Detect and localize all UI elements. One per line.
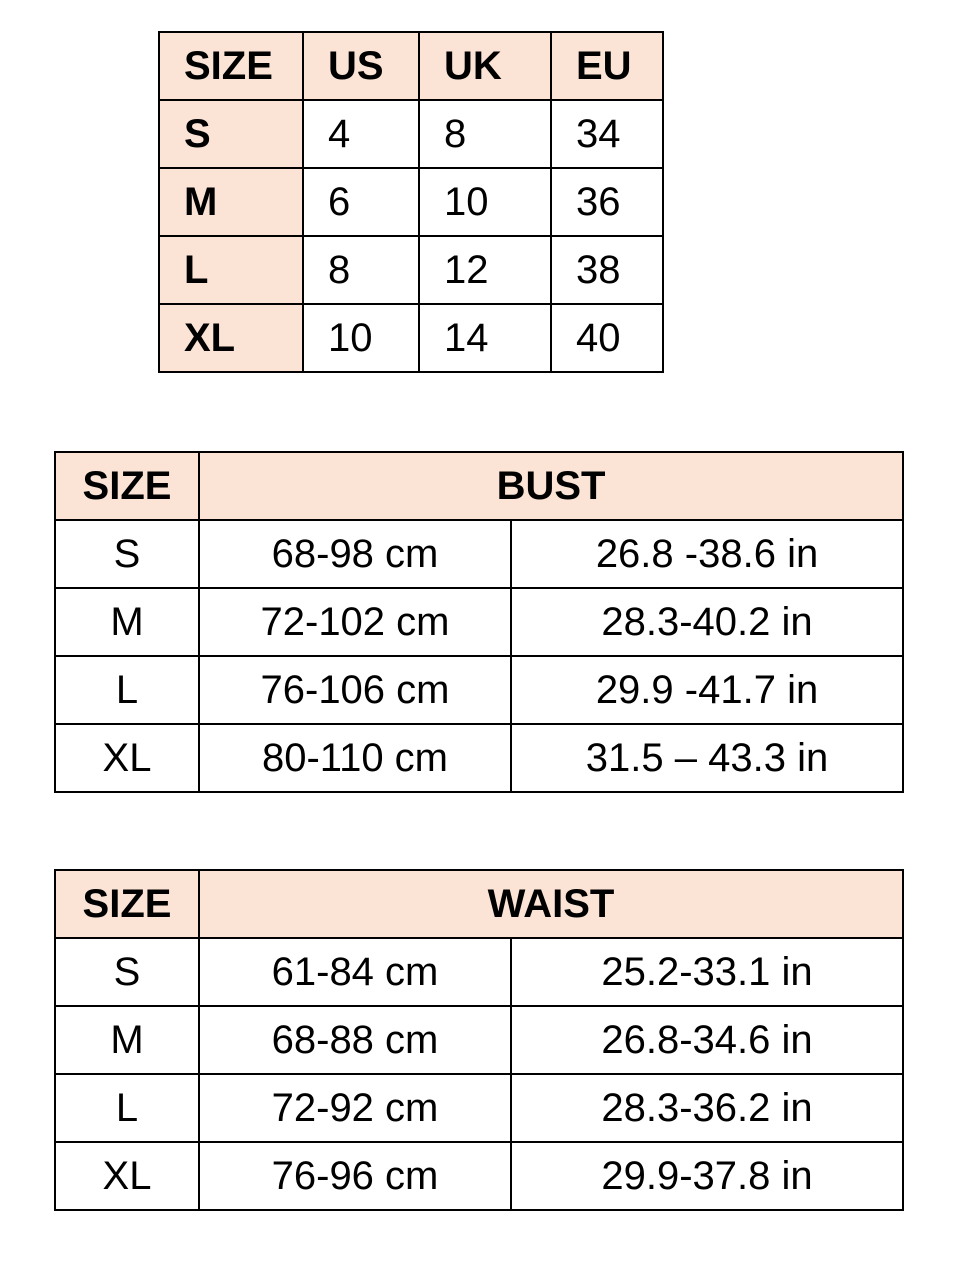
size-cell: L xyxy=(54,1073,200,1143)
table-row: M 68-88 cm 26.8-34.6 in xyxy=(54,1005,905,1075)
header-cell: SIZE xyxy=(54,869,200,939)
value-cell: 80-110 cm xyxy=(198,723,512,793)
table-row: XL 80-110 cm 31.5 – 43.3 in xyxy=(54,723,905,793)
value-cell: 72-102 cm xyxy=(198,587,512,657)
size-cell: S xyxy=(54,937,200,1007)
value-cell: 72-92 cm xyxy=(198,1073,512,1143)
header-cell: US xyxy=(302,31,420,101)
value-cell: 31.5 – 43.3 in xyxy=(509,723,905,793)
size-cell: XL xyxy=(54,723,200,793)
value-cell: 40 xyxy=(550,303,664,373)
value-cell: 6 xyxy=(302,167,420,237)
size-cell: XL xyxy=(54,1141,200,1211)
value-cell: 25.2-33.1 in xyxy=(509,937,905,1007)
size-cell: L xyxy=(158,235,304,305)
value-cell: 26.8 -38.6 in xyxy=(509,519,905,589)
bust-table: SIZE BUST S 68-98 cm 26.8 -38.6 in M 72-102 … xyxy=(54,451,905,793)
value-cell: 10 xyxy=(302,303,420,373)
table-row: L 8 12 38 xyxy=(158,235,664,305)
table-row: XL 10 14 40 xyxy=(158,303,664,373)
header-cell: EU xyxy=(550,31,664,101)
table-row: XL 76-96 cm 29.9-37.8 in xyxy=(54,1141,905,1211)
value-cell: 14 xyxy=(418,303,552,373)
value-cell: 8 xyxy=(302,235,420,305)
value-cell: 29.9 -41.7 in xyxy=(509,655,905,725)
table-row: S 68-98 cm 26.8 -38.6 in xyxy=(54,519,905,589)
size-cell: S xyxy=(158,99,304,169)
value-cell: 68-88 cm xyxy=(198,1005,512,1075)
table-row: M 6 10 36 xyxy=(158,167,664,237)
size-cell: M xyxy=(54,1005,200,1075)
table-row: S 4 8 34 xyxy=(158,99,664,169)
header-cell: UK xyxy=(418,31,552,101)
value-cell: 4 xyxy=(302,99,420,169)
size-cell: L xyxy=(54,655,200,725)
value-cell: 28.3-40.2 in xyxy=(509,587,905,657)
value-cell: 38 xyxy=(550,235,664,305)
table-header-row: SIZE US UK EU xyxy=(158,31,664,101)
table-row: L 76-106 cm 29.9 -41.7 in xyxy=(54,655,905,725)
size-cell: S xyxy=(54,519,200,589)
table-row: L 72-92 cm 28.3-36.2 in xyxy=(54,1073,905,1143)
size-cell: M xyxy=(158,167,304,237)
value-cell: 8 xyxy=(418,99,552,169)
value-cell: 76-96 cm xyxy=(198,1141,512,1211)
header-cell: SIZE xyxy=(158,31,304,101)
table-row: M 72-102 cm 28.3-40.2 in xyxy=(54,587,905,657)
table-header-row: SIZE WAIST xyxy=(54,869,905,939)
value-cell: 76-106 cm xyxy=(198,655,512,725)
value-cell: 26.8-34.6 in xyxy=(509,1005,905,1075)
value-cell: 34 xyxy=(550,99,664,169)
size-cell: XL xyxy=(158,303,304,373)
value-cell: 68-98 cm xyxy=(198,519,512,589)
header-cell: WAIST xyxy=(197,869,905,939)
table-row: S 61-84 cm 25.2-33.1 in xyxy=(54,937,905,1007)
header-cell: SIZE xyxy=(54,451,200,521)
size-cell: M xyxy=(54,587,200,657)
value-cell: 12 xyxy=(418,235,552,305)
value-cell: 29.9-37.8 in xyxy=(509,1141,905,1211)
size-conversion-table: SIZE US UK EU S 4 8 34 M 6 10 36 L 8 12 38 XL 10 14 40 xyxy=(158,31,664,373)
header-cell: BUST xyxy=(197,451,905,521)
value-cell: 28.3-36.2 in xyxy=(509,1073,905,1143)
value-cell: 61-84 cm xyxy=(198,937,512,1007)
table-header-row: SIZE BUST xyxy=(54,451,905,521)
value-cell: 36 xyxy=(550,167,664,237)
waist-table: SIZE WAIST S 61-84 cm 25.2-33.1 in M 68-88 c… xyxy=(54,869,905,1211)
value-cell: 10 xyxy=(418,167,552,237)
